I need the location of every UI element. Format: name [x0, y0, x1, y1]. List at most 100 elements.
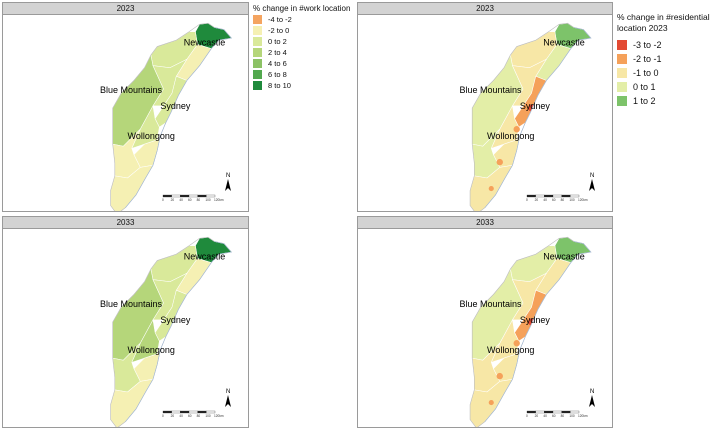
scale-tick-label: 0 [526, 198, 528, 202]
map-svg: Newcastle Blue Mountains Sydney Wollongong 0… [100, 22, 233, 211]
north-arrow-icon: N [225, 173, 231, 191]
legend-swatch [253, 81, 262, 90]
city-label-sydney: Sydney [520, 101, 551, 111]
scale-tick-label: 60 [188, 414, 192, 418]
map-panel-work-2033: 2033 Newcastle Blue Mountains Sydney Wollon… [2, 216, 249, 428]
legend-title-line1: % change in #residential [617, 12, 710, 22]
scale-tick-label: 20 [535, 198, 539, 202]
legend-items: -3 to -2 -2 to -1 -1 to 0 0 to 1 1 to 2 [617, 38, 710, 108]
city-label-wollongong: Wollongong [487, 131, 534, 141]
scale-tick-label: 60 [552, 198, 556, 202]
city-label-newcastle: Newcastle [543, 38, 585, 48]
scale-tick-label: 60 [552, 414, 556, 418]
legend-swatch [617, 96, 627, 106]
city-label-newcastle: Newcastle [184, 38, 226, 48]
legend-swatch [617, 54, 627, 64]
scale-tick-label: 100 [569, 414, 575, 418]
legend-label: 0 to 2 [268, 37, 287, 46]
legend-swatch [617, 68, 627, 78]
region-southwest-sydney [131, 105, 160, 149]
legend-item: 4 to 6 [253, 58, 350, 69]
hotspot-area [522, 327, 528, 334]
region-southwest-sydney [131, 319, 160, 363]
legend-label: 1 to 2 [633, 96, 656, 106]
region-southwest-sydney [490, 319, 520, 363]
legend-item: 8 to 10 [253, 80, 350, 91]
hotspot-area [513, 126, 520, 133]
scale-tick-label: 100 [205, 198, 211, 202]
legend-item: 0 to 2 [253, 36, 350, 47]
legend-item: 0 to 1 [617, 80, 710, 94]
city-label-wollongong: Wollongong [128, 131, 175, 141]
north-label: N [226, 173, 230, 179]
scale-tick-label: 0 [162, 198, 164, 202]
legend-swatch [253, 48, 262, 57]
scale-tick-label: 40 [179, 414, 183, 418]
hotspot-area [496, 158, 503, 166]
map-svg: Newcastle Blue Mountains Sydney Wollongong 0… [459, 22, 595, 211]
legend-title: % change in #work location [253, 4, 351, 13]
panel-title: 2033 [3, 217, 248, 229]
city-label-wollongong: Wollongong [487, 345, 534, 355]
scale-tick-label: 80 [561, 414, 565, 418]
scale-tick-label: 40 [543, 414, 547, 418]
coastline [125, 241, 232, 422]
north-label: N [590, 389, 594, 395]
legend-item: 1 to 2 [617, 94, 710, 108]
scale-tick-label: 40 [179, 198, 183, 202]
scale-tick-label: 20 [171, 414, 175, 418]
hotspot-area [488, 400, 494, 406]
legend-residential-location: % change in #residential location 2023 -… [617, 12, 710, 108]
north-arrow-icon: N [589, 173, 595, 191]
scale-tick-label: 120km [578, 198, 588, 202]
scale-tick-label: 80 [197, 414, 201, 418]
hotspot-area [167, 332, 173, 338]
legend-title-line2: location 2023 [617, 23, 668, 33]
scale-tick-label: 20 [535, 414, 539, 418]
city-label-newcastle: Newcastle [184, 252, 226, 262]
legend-item: 6 to 8 [253, 69, 350, 80]
scale-bar: 0 20 40 60 80 100 120km [526, 410, 588, 418]
region-southwest-sydney [490, 105, 520, 149]
city-label-blue-mountains: Blue Mountains [100, 299, 163, 309]
map-svg: Newcastle Blue Mountains Sydney Wollongong 0… [459, 236, 595, 427]
coastline [484, 27, 592, 208]
scale-tick-label: 120km [214, 198, 224, 202]
legend-label: -4 to -2 [268, 15, 292, 24]
legend-label: -1 to 0 [633, 68, 659, 78]
scale-tick-label: 0 [526, 414, 528, 418]
legend-item: -4 to -2 [253, 14, 350, 25]
legend-item: -3 to -2 [617, 38, 710, 52]
city-label-blue-mountains: Blue Mountains [100, 85, 163, 95]
legend-swatch [253, 26, 262, 35]
city-label-blue-mountains: Blue Mountains [459, 85, 522, 95]
city-label-sydney: Sydney [160, 101, 191, 111]
legend-label: 4 to 6 [268, 59, 287, 68]
scale-tick-label: 80 [197, 198, 201, 202]
city-label-wollongong: Wollongong [128, 345, 175, 355]
scale-tick-label: 20 [171, 198, 175, 202]
legend-item: -2 to -1 [617, 52, 710, 66]
panel-title: 2033 [358, 217, 612, 229]
hotspot-area [522, 113, 528, 120]
map-panel-residential-2023: 2023 Newcastle Blue Mountains Sydney Wollon… [357, 2, 613, 212]
scale-tick-label: 80 [561, 198, 565, 202]
legend-work-location: % change in #work location -4 to -2 -2 to… [253, 4, 350, 91]
city-label-newcastle: Newcastle [543, 252, 585, 262]
scale-tick-label: 60 [188, 198, 192, 202]
scale-tick-label: 120km [578, 414, 588, 418]
hotspot-area [496, 372, 503, 380]
panel-title: 2023 [3, 3, 248, 15]
legend-label: -2 to 0 [268, 26, 290, 35]
panel-title: 2023 [358, 3, 612, 15]
north-arrow-icon: N [589, 389, 595, 407]
legend-label: 2 to 4 [268, 48, 287, 57]
scale-tick-label: 100 [205, 414, 211, 418]
north-arrow-icon: N [225, 389, 231, 407]
legend-item: 2 to 4 [253, 47, 350, 58]
legend-item: -2 to 0 [253, 25, 350, 36]
legend-label: -3 to -2 [633, 40, 662, 50]
scale-tick-label: 120km [214, 414, 224, 418]
legend-swatch [253, 37, 262, 46]
scale-tick-label: 0 [162, 414, 164, 418]
